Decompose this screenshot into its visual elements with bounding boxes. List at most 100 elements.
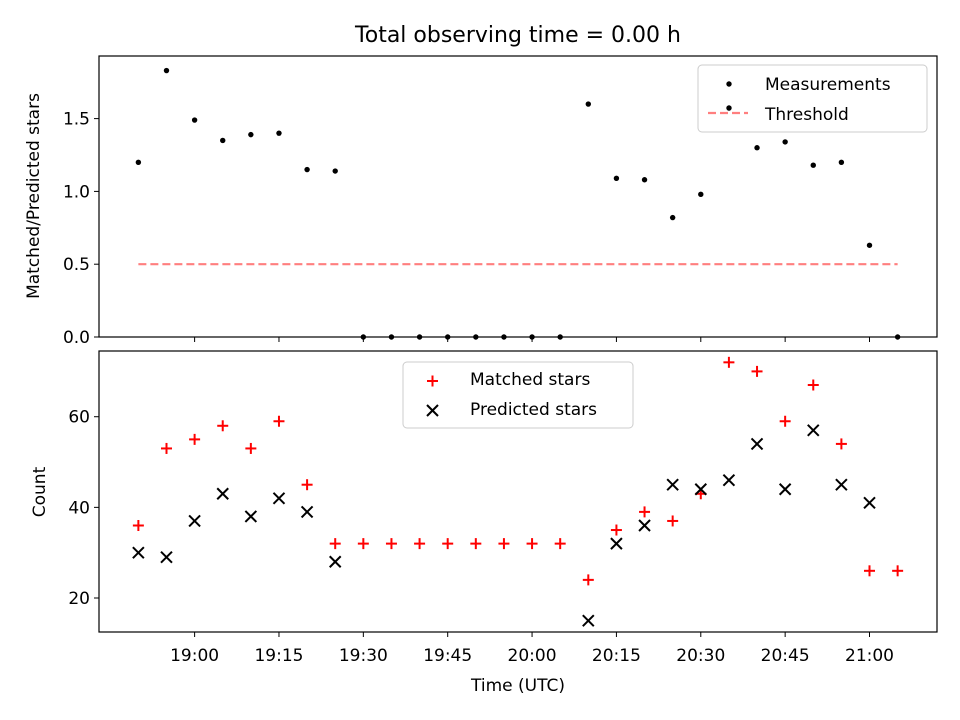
matched-star-point bbox=[526, 538, 538, 550]
xtick-label: 20:00 bbox=[508, 646, 557, 666]
bottom-ytick-label: 20 bbox=[68, 589, 90, 609]
xtick-label: 20:30 bbox=[676, 646, 725, 666]
matched-star-point bbox=[807, 379, 819, 391]
matched-star-point bbox=[610, 524, 622, 536]
matched-star-point bbox=[554, 538, 566, 550]
matched-star-point bbox=[414, 538, 426, 550]
xtick-label: 21:00 bbox=[845, 646, 894, 666]
matched-star-point bbox=[329, 538, 341, 550]
measurement-point bbox=[613, 175, 620, 182]
bottom-ytick-label: 60 bbox=[68, 408, 90, 428]
top-panel: Total observing time = 0.00 h Matched/Pr… bbox=[24, 23, 938, 348]
matched-star-point bbox=[132, 519, 144, 531]
top-legend: Measurements Threshold bbox=[697, 64, 928, 133]
matched-star-point bbox=[160, 442, 172, 454]
predicted-star-point bbox=[132, 546, 145, 559]
predicted-star-point bbox=[807, 424, 820, 437]
measurement-point bbox=[866, 242, 873, 248]
bottom-plot-marks bbox=[132, 356, 904, 627]
measurement-point bbox=[276, 130, 282, 136]
top-title: Total observing time = 0.00 h bbox=[354, 23, 681, 48]
bottom-xlabel: Time (UTC) bbox=[470, 676, 565, 696]
predicted-star-point bbox=[244, 510, 258, 523]
legend-matched-marker bbox=[427, 375, 438, 387]
matched-star-point bbox=[301, 479, 313, 491]
measurement-point bbox=[191, 117, 198, 123]
matched-star-point bbox=[442, 538, 454, 550]
matched-star-point bbox=[357, 538, 369, 550]
predicted-star-point bbox=[666, 478, 679, 491]
measurement-point bbox=[754, 145, 760, 151]
top-ytick-label: 1.5 bbox=[63, 110, 90, 130]
top-legend-box bbox=[697, 64, 928, 133]
legend-measurement-marker-a bbox=[726, 81, 732, 87]
top-axes-frame bbox=[98, 55, 938, 338]
bottom-legend-box bbox=[402, 361, 634, 429]
matched-star-point bbox=[892, 565, 904, 577]
predicted-star-point bbox=[216, 487, 229, 500]
top-ytick-label: 0.0 bbox=[63, 328, 90, 348]
predicted-star-point bbox=[300, 505, 314, 519]
predicted-star-point bbox=[610, 537, 623, 550]
matched-star-point bbox=[189, 433, 201, 445]
xtick-label: 19:45 bbox=[423, 646, 472, 666]
measurement-point bbox=[585, 101, 592, 107]
predicted-star-point bbox=[272, 492, 286, 505]
bottom-axes-frame bbox=[98, 350, 938, 633]
legend-measurements-label: Measurements bbox=[765, 75, 891, 95]
matched-star-point bbox=[751, 365, 763, 377]
matched-star-point bbox=[245, 442, 257, 454]
measurement-point bbox=[332, 168, 338, 174]
measurement-point bbox=[810, 162, 816, 168]
predicted-star-point bbox=[863, 496, 876, 510]
top-y-ticks: 0.0 0.5 1.0 1.5 bbox=[63, 110, 99, 348]
predicted-star-point bbox=[638, 519, 651, 532]
legend-threshold-label: Threshold bbox=[764, 105, 849, 125]
bottom-ytick-label: 40 bbox=[68, 498, 90, 518]
top-plot-marks bbox=[135, 67, 901, 340]
top-x-ticks bbox=[194, 337, 871, 342]
predicted-star-point bbox=[778, 483, 792, 496]
matched-star-point bbox=[385, 538, 397, 550]
bottom-x-ticks: 19:00 19:15 19:30 19:45 20:00 20:15 20:30 20:45… bbox=[170, 632, 894, 666]
matched-star-point bbox=[723, 356, 735, 368]
bottom-y-ticks: 20 40 60 bbox=[68, 408, 99, 609]
top-ylabel: Matched/Predicted stars bbox=[24, 93, 44, 299]
matched-star-point bbox=[217, 420, 229, 432]
measurement-point bbox=[782, 139, 788, 145]
measurement-point bbox=[220, 137, 226, 144]
bottom-panel: Count 20 40 60 19:00 19:15 19:30 19:45 20:00 20… bbox=[30, 350, 938, 696]
measurement-point bbox=[248, 131, 254, 138]
legend-matched-label: Matched stars bbox=[470, 370, 590, 390]
legend-predicted-marker bbox=[426, 404, 439, 417]
matched-star-point bbox=[779, 415, 791, 427]
legend-measurement-marker-b bbox=[726, 105, 732, 111]
matched-star-point bbox=[667, 515, 679, 527]
bottom-ylabel: Count bbox=[30, 466, 50, 517]
xtick-label: 19:15 bbox=[254, 646, 303, 666]
xtick-label: 20:15 bbox=[592, 646, 641, 666]
predicted-star-point bbox=[835, 478, 848, 491]
measurement-point bbox=[669, 214, 676, 221]
measurement-point bbox=[163, 67, 170, 74]
predicted-star-point bbox=[329, 555, 342, 568]
measurement-point bbox=[641, 177, 648, 183]
matched-star-point bbox=[835, 438, 847, 450]
matched-star-point bbox=[582, 574, 594, 586]
matched-star-point bbox=[273, 415, 285, 427]
xtick-label: 19:30 bbox=[339, 646, 388, 666]
predicted-star-point bbox=[160, 551, 173, 564]
matched-star-point bbox=[864, 565, 876, 577]
measurement-point bbox=[838, 159, 845, 165]
predicted-star-point bbox=[694, 483, 707, 496]
matched-star-point bbox=[470, 538, 482, 550]
predicted-star-point bbox=[722, 473, 736, 487]
matched-star-point bbox=[498, 538, 510, 550]
predicted-star-point bbox=[750, 437, 764, 451]
measurement-point bbox=[698, 191, 704, 198]
xtick-label: 19:00 bbox=[170, 646, 219, 666]
predicted-star-point bbox=[582, 614, 595, 627]
bottom-legend: Matched stars Predicted stars bbox=[402, 361, 634, 429]
measurement-point bbox=[135, 159, 142, 165]
